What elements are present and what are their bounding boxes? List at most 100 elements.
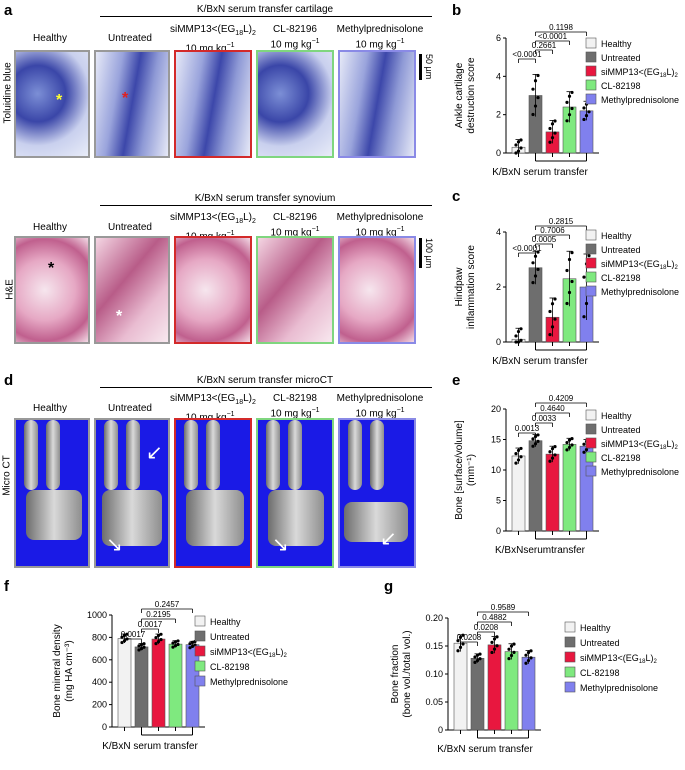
- p-value-label: 0.1198: [549, 23, 573, 32]
- data-point: [565, 268, 569, 273]
- data-point: [495, 635, 499, 639]
- legend-label: CL-82198: [210, 662, 250, 672]
- data-point: [478, 652, 482, 656]
- arrow-marker-icon: ↘: [106, 534, 123, 556]
- data-point: [531, 87, 535, 91]
- data-point: [553, 445, 557, 449]
- star-marker: *: [122, 90, 129, 107]
- data-point: [582, 442, 586, 446]
- y-tick-label: 0.20: [425, 613, 443, 623]
- bone-shape: [126, 420, 140, 490]
- y-tick-label: 5: [496, 496, 501, 506]
- legend-swatch: [564, 681, 576, 693]
- data-point: [478, 657, 482, 661]
- data-point: [565, 440, 569, 445]
- data-point: [565, 448, 569, 452]
- legend-swatch: [585, 257, 597, 269]
- chart-b: 0 2 4 6 K/BxN serum transfer Ankle cartilaged…: [454, 23, 679, 178]
- legend-label: Healthy: [580, 623, 611, 633]
- p-value-label: 0.2815: [549, 217, 574, 226]
- data-point: [536, 433, 540, 437]
- bone-shape: [344, 502, 408, 542]
- data-point: [512, 642, 516, 646]
- data-point: [536, 73, 540, 78]
- legend-label: CL-82198: [580, 668, 620, 678]
- data-point: [171, 641, 175, 645]
- data-point: [176, 642, 180, 647]
- data-point: [524, 661, 528, 665]
- microct-cl: ↘: [256, 418, 334, 568]
- data-point: [584, 447, 589, 452]
- micrograph-synovium-methyl: [338, 236, 416, 344]
- chart-f: 0 200 400 600 800 1000 K/BxN serum transfer Bon…: [52, 600, 288, 752]
- y-tick-label: 2: [496, 282, 501, 292]
- p-value-label: 0.9589: [491, 603, 516, 612]
- bar: [117, 638, 132, 728]
- panel-label-e: e: [452, 372, 461, 389]
- row-label-microct: Micro CT: [1, 455, 13, 496]
- bar: [487, 644, 502, 731]
- data-point: [533, 442, 538, 446]
- col-healthy: Healthy: [33, 33, 67, 44]
- col-untreated: Untreated: [108, 222, 152, 233]
- y-tick-label: 800: [92, 632, 107, 642]
- x-axis-label: K/BxN serum transfer: [437, 744, 533, 755]
- data-point: [533, 79, 538, 83]
- data-point: [550, 446, 555, 451]
- data-point: [531, 261, 535, 265]
- data-point: [516, 140, 521, 144]
- data-point: [531, 112, 535, 117]
- p-value-label: 0.4209: [549, 394, 574, 403]
- bone-shape: [266, 420, 280, 490]
- data-point: [531, 437, 535, 441]
- legend-swatch: [564, 666, 576, 678]
- micrograph-synovium-simmp13: [174, 236, 252, 344]
- panel-label-f: f: [4, 578, 9, 595]
- data-point: [509, 653, 514, 658]
- bone-shape: [206, 420, 220, 490]
- data-point: [529, 649, 533, 653]
- data-point: [516, 448, 521, 453]
- col-methyl: Methylprednisolone 10 mg kg−1: [336, 212, 424, 239]
- data-point: [553, 131, 557, 135]
- data-point: [475, 658, 480, 663]
- data-point: [514, 334, 518, 338]
- bar: [528, 440, 543, 532]
- p-value-label: 0.4640: [540, 404, 565, 413]
- data-point: [584, 114, 589, 118]
- data-point: [533, 104, 538, 108]
- scale-bar-label: 50 µm: [424, 54, 434, 80]
- data-point: [570, 106, 574, 111]
- data-point: [490, 640, 494, 644]
- data-point: [125, 632, 129, 636]
- data-point: [536, 250, 540, 254]
- bone-shape: [104, 420, 118, 490]
- micrograph-synovium-untreated: *: [94, 236, 170, 344]
- legend-swatch: [194, 630, 206, 642]
- bar: [151, 638, 166, 728]
- y-tick-label: 0: [438, 725, 443, 735]
- col-cl82198: CL-82198 10 mg kg−1: [270, 393, 320, 420]
- p-value-label: 0.2195: [146, 610, 171, 619]
- data-point: [550, 325, 555, 329]
- data-point: [570, 279, 574, 284]
- data-point: [565, 301, 569, 306]
- data-point: [519, 138, 523, 142]
- data-point: [567, 445, 572, 450]
- data-point: [529, 656, 533, 660]
- header-line-microct: [100, 387, 432, 388]
- bone-shape: [370, 420, 384, 490]
- data-point: [514, 340, 518, 344]
- data-point: [548, 126, 552, 131]
- data-point: [531, 281, 535, 285]
- data-point: [548, 332, 552, 337]
- data-point: [509, 644, 514, 648]
- col-simmp13: siMMP13<(EG18L)210 mg kg−1: [170, 393, 256, 423]
- p-value-label: 0.0013: [515, 424, 540, 433]
- legend-swatch: [194, 645, 206, 657]
- legend-swatch: [585, 243, 597, 255]
- data-point: [570, 443, 574, 447]
- data-point: [567, 113, 572, 117]
- data-point: [461, 633, 465, 637]
